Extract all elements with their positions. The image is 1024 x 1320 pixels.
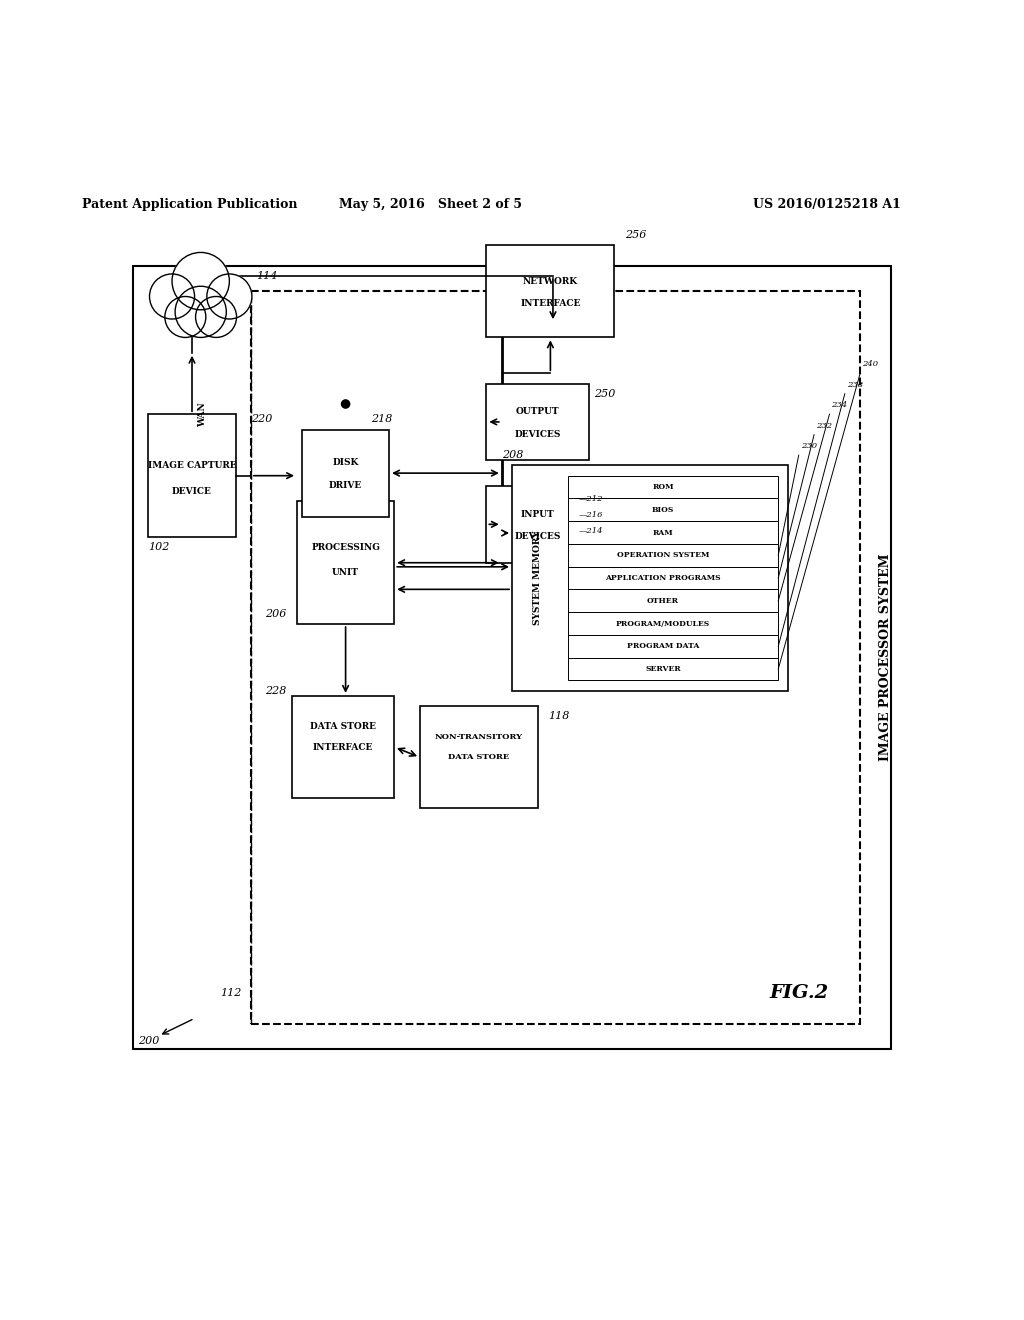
- Text: DEVICES: DEVICES: [514, 430, 561, 438]
- Circle shape: [341, 400, 349, 408]
- Text: IMAGE PROCESSOR SYSTEM: IMAGE PROCESSOR SYSTEM: [880, 553, 892, 762]
- Text: NON-TRANSITORY: NON-TRANSITORY: [434, 733, 523, 741]
- Text: 206: 206: [265, 609, 287, 619]
- Text: PROCESSING: PROCESSING: [311, 543, 380, 552]
- Bar: [420, 706, 538, 808]
- Text: OTHER: OTHER: [647, 597, 679, 605]
- Text: —212: —212: [579, 495, 603, 503]
- Text: INTERFACE: INTERFACE: [520, 300, 581, 308]
- Text: 250: 250: [594, 389, 615, 399]
- Text: APPLICATION PROGRAMS: APPLICATION PROGRAMS: [605, 574, 721, 582]
- Text: Patent Application Publication: Patent Application Publication: [82, 198, 297, 211]
- Bar: [568, 521, 778, 544]
- Circle shape: [172, 252, 229, 310]
- Text: 230: 230: [801, 442, 817, 450]
- Circle shape: [175, 286, 226, 338]
- Circle shape: [207, 275, 252, 319]
- Circle shape: [150, 275, 195, 319]
- Text: 228: 228: [265, 685, 287, 696]
- Bar: [568, 566, 778, 590]
- Text: 234: 234: [831, 401, 848, 409]
- Text: SYSTEM MEMORY: SYSTEM MEMORY: [534, 531, 542, 626]
- Bar: [292, 696, 394, 799]
- Bar: [568, 475, 778, 499]
- Text: DEVICE: DEVICE: [172, 487, 212, 495]
- Text: 218: 218: [371, 414, 392, 424]
- Text: May 5, 2016   Sheet 2 of 5: May 5, 2016 Sheet 2 of 5: [339, 198, 521, 211]
- Text: DRIVE: DRIVE: [329, 480, 362, 490]
- Bar: [512, 466, 788, 690]
- Text: 118: 118: [548, 711, 569, 721]
- Text: INTERFACE: INTERFACE: [313, 743, 373, 751]
- Bar: [568, 612, 778, 635]
- Text: 240: 240: [862, 360, 879, 368]
- Bar: [568, 635, 778, 657]
- Bar: [568, 499, 778, 521]
- Circle shape: [165, 297, 206, 338]
- Text: NETWORK: NETWORK: [523, 277, 578, 285]
- Text: US 2016/0125218 A1: US 2016/0125218 A1: [754, 198, 901, 211]
- Text: 232: 232: [816, 421, 833, 429]
- Text: PROGRAM DATA: PROGRAM DATA: [627, 643, 699, 651]
- Text: OUTPUT: OUTPUT: [516, 407, 559, 416]
- Text: IMAGE CAPTURE: IMAGE CAPTURE: [147, 461, 237, 470]
- Bar: [568, 657, 778, 681]
- Text: DISK: DISK: [333, 458, 358, 467]
- Bar: [486, 384, 589, 461]
- Text: 200: 200: [138, 1036, 160, 1045]
- Text: UNIT: UNIT: [332, 569, 359, 577]
- Text: BIOS: BIOS: [652, 506, 674, 513]
- Text: DATA STORE: DATA STORE: [449, 754, 509, 762]
- Text: 238: 238: [847, 380, 863, 388]
- Bar: [568, 590, 778, 612]
- Text: 112: 112: [220, 987, 242, 998]
- Text: RAM: RAM: [652, 528, 674, 536]
- Bar: [148, 414, 236, 537]
- Bar: [568, 544, 778, 566]
- Text: 256: 256: [625, 230, 646, 240]
- Text: 114: 114: [256, 271, 278, 281]
- Circle shape: [196, 297, 237, 338]
- Bar: [302, 429, 389, 516]
- Bar: [486, 246, 614, 338]
- Text: DATA STORE: DATA STORE: [310, 722, 376, 731]
- Text: —216: —216: [579, 511, 603, 519]
- Text: 210: 210: [512, 475, 534, 486]
- Text: INPUT: INPUT: [521, 510, 554, 519]
- Text: DEVICES: DEVICES: [514, 532, 561, 541]
- Text: ROM: ROM: [652, 483, 674, 491]
- Text: 220: 220: [251, 414, 272, 424]
- Text: WAN: WAN: [199, 401, 207, 426]
- Bar: [297, 502, 394, 624]
- Text: OPERATION SYSTEM: OPERATION SYSTEM: [616, 552, 710, 560]
- Text: 246: 246: [594, 491, 615, 502]
- Bar: [251, 292, 860, 1023]
- Text: SERVER: SERVER: [645, 665, 681, 673]
- Text: —214: —214: [579, 527, 603, 535]
- Bar: [133, 265, 891, 1049]
- Text: FIG.2: FIG.2: [769, 983, 828, 1002]
- Bar: [486, 486, 589, 562]
- Text: 102: 102: [148, 543, 170, 552]
- Text: 208: 208: [502, 450, 523, 461]
- Text: PROGRAM/MODULES: PROGRAM/MODULES: [615, 619, 711, 627]
